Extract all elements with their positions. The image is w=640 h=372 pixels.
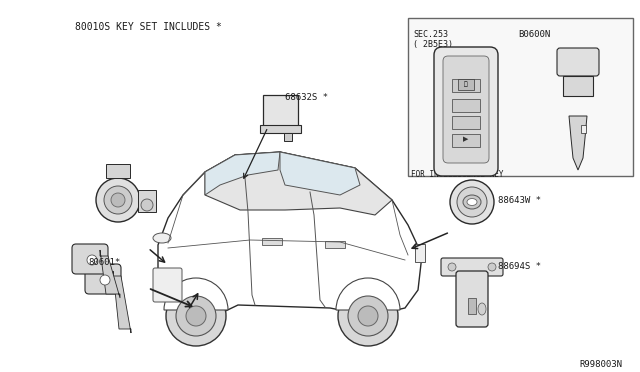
Bar	[452, 116, 480, 129]
Text: 68632S *: 68632S *	[285, 93, 328, 102]
FancyBboxPatch shape	[441, 258, 503, 276]
Text: 88643W *: 88643W *	[498, 196, 541, 205]
FancyBboxPatch shape	[557, 48, 599, 76]
Polygon shape	[205, 152, 392, 215]
Circle shape	[96, 178, 140, 222]
Bar	[262, 238, 282, 245]
Text: 88694S *: 88694S *	[498, 262, 541, 271]
Text: B0600N: B0600N	[518, 30, 550, 39]
Circle shape	[448, 263, 456, 271]
Bar	[452, 79, 480, 92]
Polygon shape	[569, 116, 587, 170]
Circle shape	[450, 180, 494, 224]
Text: ( 2B5E3): ( 2B5E3)	[413, 40, 453, 49]
Circle shape	[141, 199, 153, 211]
Polygon shape	[205, 152, 280, 195]
Circle shape	[166, 286, 226, 346]
Bar	[106, 164, 130, 178]
Circle shape	[87, 255, 97, 265]
FancyBboxPatch shape	[434, 47, 498, 176]
Circle shape	[358, 306, 378, 326]
Circle shape	[100, 275, 110, 285]
Circle shape	[488, 263, 496, 271]
FancyBboxPatch shape	[72, 244, 108, 274]
Wedge shape	[336, 278, 400, 310]
Polygon shape	[280, 152, 360, 195]
Circle shape	[338, 286, 398, 346]
Bar	[138, 190, 156, 212]
Text: FOR INTELLIGENCE KEY: FOR INTELLIGENCE KEY	[411, 170, 504, 179]
Bar	[563, 76, 593, 96]
Bar	[325, 241, 345, 248]
Polygon shape	[100, 250, 120, 298]
Text: SEC.253: SEC.253	[413, 30, 448, 39]
Circle shape	[186, 306, 206, 326]
Wedge shape	[164, 278, 228, 310]
FancyBboxPatch shape	[85, 264, 121, 294]
Text: 80601*: 80601*	[88, 258, 120, 267]
Bar	[452, 99, 480, 112]
FancyBboxPatch shape	[443, 56, 489, 163]
Bar	[263, 95, 298, 127]
Circle shape	[111, 193, 125, 207]
Bar	[452, 134, 480, 147]
Text: ▶: ▶	[463, 136, 468, 142]
Bar	[468, 298, 476, 314]
Ellipse shape	[467, 199, 477, 205]
Text: 🔒: 🔒	[464, 81, 468, 87]
Ellipse shape	[478, 303, 486, 315]
FancyBboxPatch shape	[153, 268, 182, 302]
Bar	[260, 125, 301, 133]
Circle shape	[457, 187, 487, 217]
Polygon shape	[113, 271, 131, 333]
Bar	[581, 125, 586, 133]
Bar	[415, 244, 425, 262]
Bar	[284, 133, 292, 141]
Text: 80010S KEY SET INCLUDES *: 80010S KEY SET INCLUDES *	[75, 22, 222, 32]
FancyBboxPatch shape	[456, 271, 488, 327]
Ellipse shape	[153, 233, 171, 243]
Circle shape	[348, 296, 388, 336]
Bar	[458, 79, 474, 90]
Bar	[408, 18, 633, 176]
Circle shape	[176, 296, 216, 336]
Circle shape	[104, 186, 132, 214]
Ellipse shape	[463, 195, 481, 209]
Text: R998003N: R998003N	[579, 360, 622, 369]
Polygon shape	[158, 152, 422, 316]
